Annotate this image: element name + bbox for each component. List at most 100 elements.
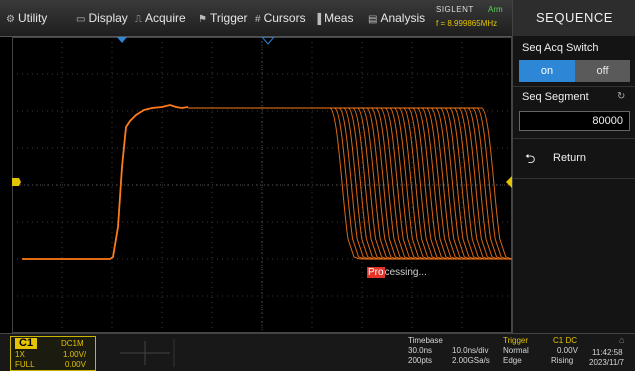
waveform-falling-edge bbox=[188, 107, 512, 260]
waveform-falling-edge bbox=[188, 107, 512, 260]
waveform-falling-edge bbox=[188, 107, 512, 260]
menu-analysis[interactable]: ▤ Analysis bbox=[368, 11, 425, 25]
waveform-falling-edge bbox=[188, 107, 512, 260]
trigger-label: Trigger bbox=[503, 336, 529, 345]
panel-divider bbox=[513, 138, 635, 139]
channel-1-ground-marker bbox=[12, 178, 21, 186]
channel-probe: 1X bbox=[15, 350, 25, 359]
menu-meas[interactable]: ▐ Meas bbox=[314, 11, 353, 25]
waveform-falling-edge bbox=[188, 107, 512, 260]
brand-logo: SIGLENT bbox=[436, 5, 474, 14]
processing-status: Processing... bbox=[367, 266, 427, 280]
menu-display[interactable]: ▭ Display bbox=[76, 11, 128, 25]
timebase-sample-rate: 2.00GSa/s bbox=[452, 356, 490, 365]
waveform-falling-edge bbox=[188, 107, 512, 260]
waveform-falling-edge bbox=[188, 107, 512, 260]
timebase-label: Timebase bbox=[408, 336, 443, 345]
acquire-icon: ⎍ bbox=[135, 14, 142, 25]
menu-analysis-label: Analysis bbox=[380, 11, 426, 25]
trigger-level: 0.00V bbox=[557, 346, 578, 355]
panel-divider bbox=[513, 86, 635, 87]
waveform-falling-edge bbox=[188, 107, 512, 260]
empty-channel-slot[interactable] bbox=[112, 337, 182, 369]
waveform-canvas bbox=[12, 37, 512, 333]
analysis-icon: ▤ bbox=[368, 14, 378, 25]
waveform-falling-edge bbox=[188, 107, 512, 260]
waveform-falling-edge bbox=[188, 107, 512, 260]
waveform-falling-edge bbox=[188, 107, 512, 260]
timebase-points: 200pts bbox=[408, 356, 433, 365]
lock-icon[interactable]: ⌂ bbox=[619, 335, 625, 345]
waveform-falling-edge bbox=[188, 107, 512, 260]
waveform-falling-edge bbox=[188, 107, 512, 260]
waveform-falling-edge bbox=[188, 107, 512, 260]
return-button[interactable]: ⮌ Return bbox=[519, 148, 630, 170]
status-indicator: SIGLENT Arm f = 8.999865MHz bbox=[432, 3, 512, 33]
waveform-falling-edge bbox=[188, 107, 512, 260]
clock-time: 11:42:58 bbox=[592, 348, 623, 357]
waveform-falling-edge bbox=[188, 107, 512, 260]
waveform-falling-edge bbox=[188, 107, 512, 260]
seq-segment-label: Seq Segment bbox=[522, 91, 589, 103]
channel-bandwidth: FULL bbox=[15, 360, 35, 369]
waveform-falling-edge bbox=[188, 107, 512, 260]
waveform-falling-edge bbox=[188, 107, 512, 260]
meas-icon: ▐ bbox=[314, 14, 322, 25]
menu-cursors-label: Cursors bbox=[263, 11, 306, 25]
frequency-readout: f = 8.999865MHz bbox=[436, 19, 498, 28]
waveform-falling-edge bbox=[188, 107, 512, 260]
switch-on-option[interactable]: on bbox=[519, 60, 575, 82]
seq-acq-switch-label: Seq Acq Switch bbox=[522, 42, 599, 54]
waveform-falling-edge bbox=[188, 107, 512, 260]
panel-divider bbox=[513, 178, 635, 179]
trigger-slope: Rising bbox=[551, 356, 574, 365]
waveform-falling-edge bbox=[188, 107, 512, 260]
timebase-scale: 10.0ns/div bbox=[452, 346, 489, 355]
waveform-falling-edge bbox=[188, 107, 512, 260]
display-icon: ▭ bbox=[76, 14, 86, 25]
menu-acquire[interactable]: ⎍ Acquire bbox=[135, 11, 186, 25]
menu-cursors[interactable]: # Cursors bbox=[255, 11, 306, 25]
run-state: Arm bbox=[488, 5, 503, 14]
trigger-type: Edge bbox=[503, 356, 522, 365]
menu-trigger[interactable]: ⚑ Trigger bbox=[198, 11, 248, 25]
channel-scale: 1.00V/ bbox=[63, 350, 87, 359]
seq-acq-switch[interactable]: on off bbox=[519, 60, 630, 82]
waveform-falling-edge bbox=[188, 107, 512, 260]
trigger-level-marker bbox=[506, 176, 512, 188]
refresh-icon[interactable]: ↻ bbox=[617, 91, 626, 102]
waveform-falling-edge bbox=[188, 107, 512, 260]
menu-meas-label: Meas bbox=[324, 11, 354, 25]
channel-offset: 0.00V bbox=[65, 360, 86, 369]
channel-name: C1 bbox=[15, 338, 38, 349]
return-arrow-icon: ⮌ bbox=[525, 151, 536, 166]
waveform-falling-edge bbox=[188, 107, 512, 260]
trigger-position-marker bbox=[117, 37, 127, 43]
menu-trigger-label: Trigger bbox=[209, 11, 248, 25]
waveform-falling-edge bbox=[188, 107, 512, 260]
processing-highlight: Pro bbox=[367, 267, 385, 278]
horizontal-center-marker bbox=[261, 37, 275, 45]
menu-utility-label: Utility bbox=[17, 11, 48, 25]
switch-off-option[interactable]: off bbox=[575, 60, 630, 82]
clock-date: 2023/11/7 bbox=[589, 358, 624, 367]
waveform-falling-edge bbox=[188, 107, 512, 260]
waveform-falling-edge bbox=[188, 107, 512, 260]
panel-title: SEQUENCE bbox=[513, 0, 635, 36]
menu-acquire-label: Acquire bbox=[145, 11, 186, 25]
status-bar: C1 DC1M 1X 1.00V/ FULL 0.00V Timebase 30… bbox=[0, 333, 635, 371]
timebase-delay: 30.0ns bbox=[408, 346, 433, 355]
channel-1-box[interactable]: C1 DC1M 1X 1.00V/ FULL 0.00V bbox=[10, 336, 96, 371]
waveform-falling-edge bbox=[188, 107, 512, 260]
waveform-rising-edge bbox=[22, 104, 189, 260]
waveform-falling-edge bbox=[188, 107, 512, 260]
waveform-display[interactable]: Processing... bbox=[12, 37, 512, 333]
seq-segment-input[interactable]: 80000 bbox=[519, 111, 630, 131]
menu-utility[interactable]: ⚙ Utility bbox=[6, 11, 47, 25]
return-label: Return bbox=[553, 152, 587, 164]
trigger-mode: Normal bbox=[503, 346, 529, 355]
waveform-falling-edge bbox=[188, 107, 512, 260]
waveform-falling-edge bbox=[188, 107, 512, 260]
channel-coupling: DC1M bbox=[61, 339, 84, 348]
utility-icon: ⚙ bbox=[6, 14, 15, 25]
